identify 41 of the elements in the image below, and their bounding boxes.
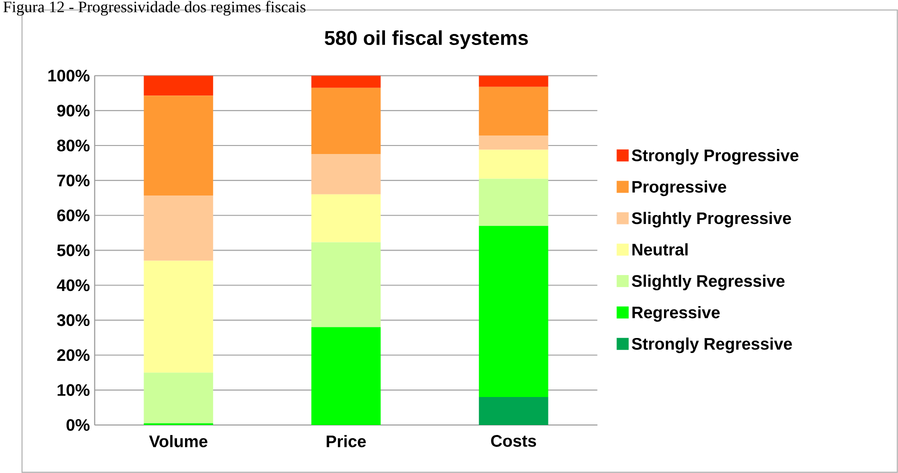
y-tick-label: 40%: [56, 279, 90, 292]
y-tick-label: 80%: [57, 140, 90, 152]
y-tick-label: 100%: [48, 70, 90, 82]
legend-label: Slightly Progressive: [632, 212, 792, 228]
legend-label: Strongly Progressive: [632, 149, 798, 165]
y-tick-label: 60%: [57, 210, 90, 222]
bar: [144, 260, 214, 373]
x-tick-label: Costs: [491, 435, 536, 447]
bar: [478, 136, 548, 150]
legend-label: Progressive: [632, 180, 726, 196]
bar: [478, 150, 548, 179]
bar: [478, 178, 548, 226]
bar: [311, 327, 381, 425]
bar: [144, 96, 214, 196]
bar: [144, 76, 214, 96]
bar: [478, 397, 548, 425]
legend-label: Strongly Regressive: [632, 338, 792, 354]
y-tick-label: 0%: [66, 419, 90, 431]
chart-title: 580 oil fiscal systems: [324, 30, 528, 49]
bar: [311, 88, 381, 154]
bar: [478, 86, 548, 136]
bar: [144, 195, 214, 261]
legend-label: Slightly Regressive: [632, 274, 785, 290]
x-tick-label: Volume: [149, 435, 208, 448]
text: Figura 12 - Progressividade dos regimes fiscais: [3, 0, 306, 16]
bar: [478, 76, 548, 87]
legend-label: Neutral: [632, 243, 688, 256]
legend-label: Regressive: [632, 306, 720, 322]
bar: [311, 154, 381, 194]
y-tick-label: 90%: [57, 104, 90, 116]
y-tick-label: 10%: [58, 384, 90, 396]
y-tick-label: 50%: [57, 244, 90, 256]
y-tick-label: 20%: [57, 349, 90, 362]
bar: [478, 226, 548, 398]
bar: [311, 242, 381, 328]
y-tick-label: 30%: [56, 314, 90, 326]
x-tick-label: Price: [326, 435, 366, 448]
bar: [311, 194, 381, 242]
bar: [144, 372, 214, 424]
y-tick-label: 70%: [57, 174, 90, 186]
bar: [311, 76, 381, 88]
